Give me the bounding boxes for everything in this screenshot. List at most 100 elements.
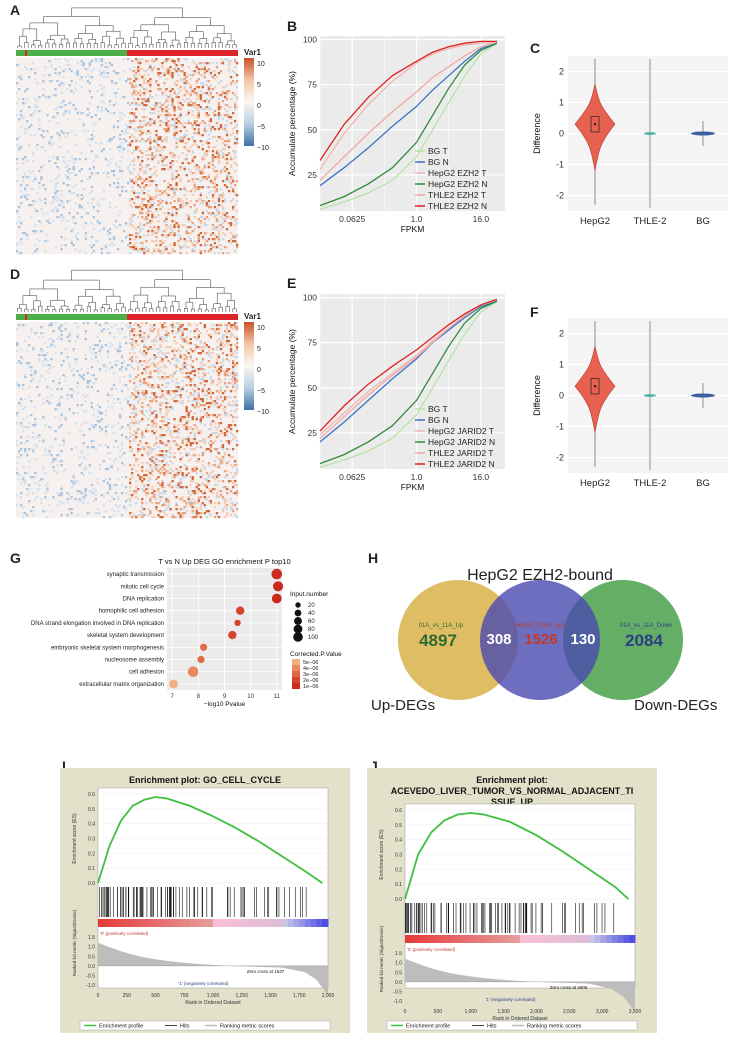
heatmap-cell bbox=[229, 186, 233, 189]
heatmap-cell bbox=[161, 328, 164, 331]
dendrogram-branch bbox=[50, 34, 65, 40]
heatmap-cell bbox=[74, 236, 77, 239]
dendrogram-branch bbox=[59, 308, 64, 312]
heatmap-cell bbox=[133, 244, 136, 247]
heatmap-cell bbox=[129, 374, 132, 377]
heatmap-cell bbox=[223, 212, 227, 215]
heatmap-cell bbox=[155, 498, 158, 501]
heatmap-cell bbox=[209, 422, 213, 425]
heatmap-cell bbox=[141, 488, 144, 491]
heatmap-cell bbox=[153, 424, 156, 427]
heatmap-cell bbox=[207, 204, 211, 207]
heatmap-cell bbox=[131, 328, 134, 331]
heatmap-cell bbox=[207, 134, 211, 137]
heatmap-cell bbox=[48, 324, 51, 327]
heatmap-cell bbox=[76, 370, 79, 373]
heatmap-cell bbox=[201, 364, 204, 367]
heatmap-cell bbox=[141, 498, 144, 501]
heatmap-cell bbox=[179, 508, 182, 511]
heatmap-cell bbox=[225, 92, 229, 95]
heatmap-cell bbox=[129, 142, 132, 145]
heatmap-cell bbox=[225, 448, 229, 451]
heatmap-cell bbox=[92, 440, 96, 443]
heatmap-cell bbox=[60, 220, 63, 223]
heatmap-cell bbox=[145, 488, 148, 491]
heatmap-cell bbox=[90, 96, 93, 99]
heatmap-cell bbox=[167, 128, 170, 131]
count-ezh2-down: 130 bbox=[570, 631, 595, 648]
heatmap-cell bbox=[171, 248, 174, 251]
heatmap-cell bbox=[211, 402, 215, 405]
heatmap-cell bbox=[183, 240, 186, 243]
heatmap-cell bbox=[98, 512, 102, 515]
heatmap-cell bbox=[16, 64, 19, 67]
heatmap-cell bbox=[90, 366, 93, 369]
heatmap-cell bbox=[60, 244, 63, 247]
heatmap-cell bbox=[48, 96, 51, 99]
heatmap-cell bbox=[213, 216, 217, 219]
heatmap-cell bbox=[229, 334, 233, 337]
heatmap-cell bbox=[42, 438, 45, 441]
heatmap-cell bbox=[157, 136, 160, 139]
heatmap-cell bbox=[159, 426, 162, 429]
heatmap-cell bbox=[173, 490, 176, 493]
heatmap-cell bbox=[229, 60, 233, 63]
heatmap-cell bbox=[18, 452, 21, 455]
heatmap-cell bbox=[133, 378, 136, 381]
heatmap-cell bbox=[141, 166, 144, 169]
heatmap-cell bbox=[161, 428, 164, 431]
heatmap-cell bbox=[191, 400, 194, 403]
heatmap-cell bbox=[133, 352, 136, 355]
heatmap-cell bbox=[225, 386, 229, 389]
heatmap-cell bbox=[231, 198, 235, 201]
heatmap-cell bbox=[129, 326, 132, 329]
heatmap-cell bbox=[151, 252, 154, 255]
heatmap-cell bbox=[74, 144, 77, 147]
heatmap-cell bbox=[193, 244, 196, 247]
heatmap-cell bbox=[137, 488, 140, 491]
heatmap-cell bbox=[16, 82, 19, 85]
heatmap-cell bbox=[197, 132, 200, 135]
heatmap-cell bbox=[221, 148, 225, 151]
heatmap-cell bbox=[74, 108, 77, 111]
heatmap-cell bbox=[225, 134, 229, 137]
dendrogram-branch bbox=[29, 22, 58, 36]
heatmap-cell bbox=[235, 218, 239, 221]
heatmap-cell bbox=[201, 144, 204, 147]
heatmap-cell bbox=[78, 170, 81, 173]
heatmap-cell bbox=[233, 170, 237, 173]
heatmap-cell bbox=[104, 108, 108, 111]
dendrogram-branch bbox=[130, 301, 138, 310]
heatmap-cell bbox=[233, 326, 237, 329]
heatmap-cell bbox=[139, 68, 142, 71]
heatmap-cell bbox=[177, 74, 180, 77]
heatmap-cell bbox=[145, 492, 148, 495]
heatmap-cell bbox=[231, 92, 235, 95]
heatmap-cell bbox=[32, 200, 35, 203]
heatmap-cell bbox=[88, 464, 91, 467]
heatmap-cell bbox=[102, 92, 106, 95]
heatmap-cell bbox=[147, 450, 150, 453]
heatmap-cell bbox=[199, 352, 202, 355]
heatmap-cell bbox=[30, 488, 33, 491]
heatmap-cell bbox=[139, 60, 142, 63]
heatmap-cell bbox=[104, 468, 108, 471]
heatmap-cell bbox=[104, 322, 108, 325]
heatmap-cell bbox=[129, 442, 132, 445]
heatmap-cell bbox=[74, 82, 77, 85]
heatmap-cell bbox=[90, 116, 93, 119]
heatmap-cell bbox=[24, 232, 27, 235]
heatmap-cell bbox=[221, 60, 225, 63]
heatmap-cell bbox=[135, 470, 138, 473]
heatmap-cell bbox=[147, 218, 150, 221]
heatmap-cell bbox=[179, 86, 182, 89]
dendrogram-branch bbox=[183, 308, 188, 312]
heatmap-cell bbox=[229, 378, 233, 381]
heatmap-cell bbox=[163, 472, 166, 475]
heatmap-cell bbox=[195, 418, 198, 421]
heatmap-cell bbox=[116, 166, 120, 169]
heatmap-cell bbox=[223, 214, 227, 217]
heatmap-cell bbox=[231, 476, 235, 479]
heatmap-cell bbox=[187, 322, 190, 325]
heatmap-cell bbox=[225, 492, 229, 495]
